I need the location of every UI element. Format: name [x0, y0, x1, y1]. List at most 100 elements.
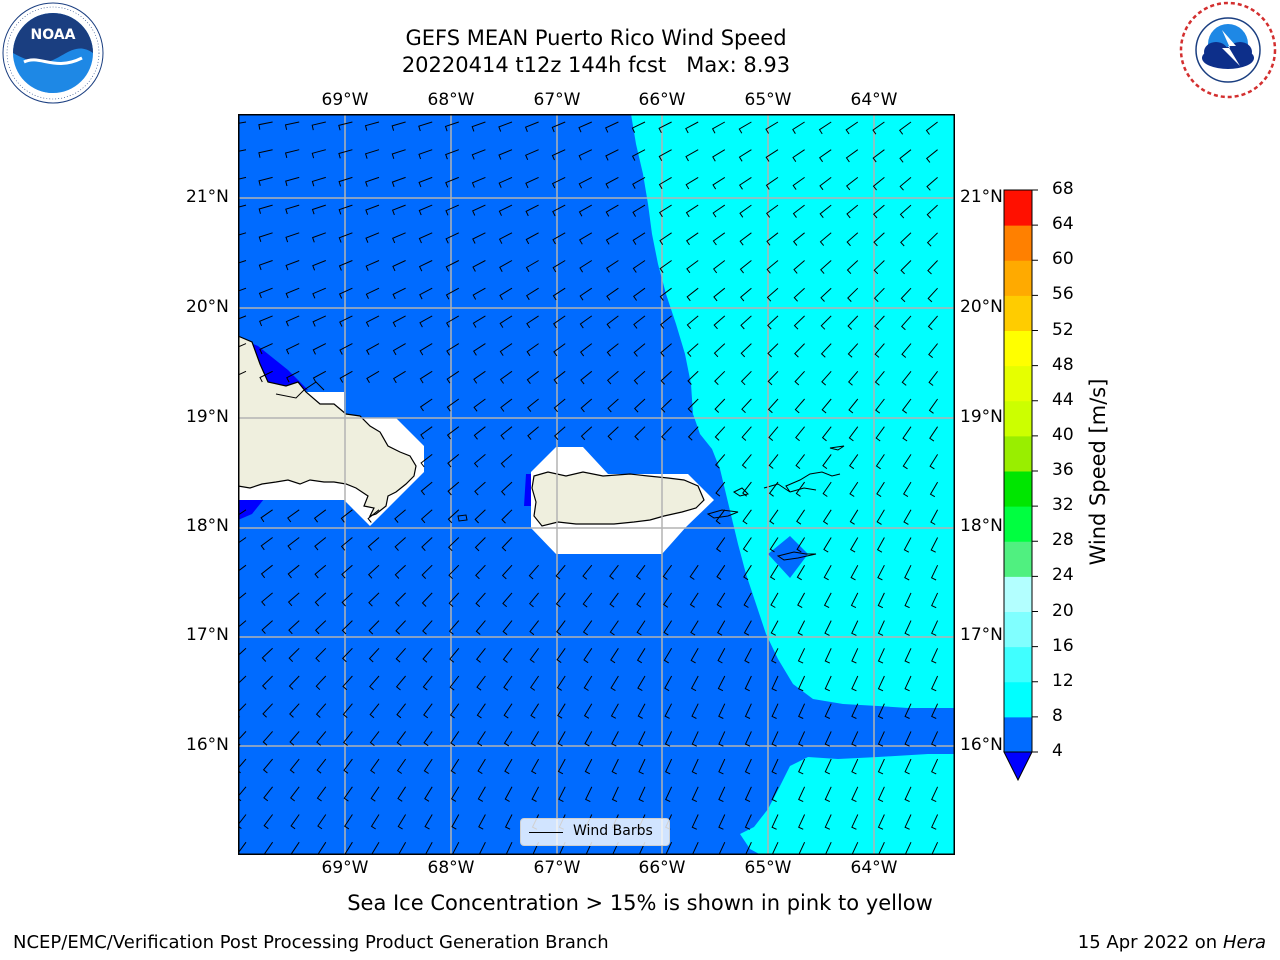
wind-barb — [339, 315, 353, 327]
wind-barb — [369, 675, 380, 691]
wind-barb — [792, 176, 805, 190]
colorbar-tick-label: 52 — [1052, 319, 1074, 340]
wind-barb — [582, 592, 593, 608]
wind-barb — [845, 121, 859, 135]
wind-barb — [261, 647, 273, 662]
wind-barb — [448, 564, 460, 580]
wind-barb — [687, 398, 699, 413]
wind-barb — [611, 731, 619, 747]
wind-barb — [555, 564, 566, 580]
wind-barb — [875, 426, 885, 442]
wind-barb — [741, 454, 752, 469]
wind-barb — [474, 509, 486, 524]
wind-barb — [792, 149, 805, 162]
wind-barb — [447, 481, 460, 496]
lat-label-right: 19°N — [960, 407, 1003, 427]
legend-label: Wind Barbs — [573, 823, 653, 839]
colorbar — [1000, 186, 1040, 786]
wind-barb — [664, 675, 673, 692]
wind-barb — [391, 176, 406, 187]
colorbar-segment — [1004, 260, 1032, 296]
colorbar-tick-label: 48 — [1052, 354, 1074, 375]
wind-barb — [824, 731, 832, 747]
wind-barb — [819, 232, 832, 246]
wind-barb — [877, 592, 885, 609]
wind-barb — [391, 204, 406, 216]
colorbar-segment — [1004, 611, 1032, 648]
wind-barb — [638, 758, 646, 775]
wind-barb — [475, 647, 486, 663]
wind-barb — [477, 731, 486, 747]
legend-box: Wind Barbs — [520, 818, 670, 846]
wind-barb — [366, 343, 380, 355]
wind-barb — [744, 786, 752, 803]
wind-barb — [391, 121, 406, 131]
wind-barb — [501, 509, 513, 524]
wind-barb — [768, 454, 779, 469]
wind-barb — [314, 592, 327, 607]
wind-barb — [551, 176, 566, 189]
wind-barb — [876, 481, 885, 498]
wind-barb — [289, 703, 300, 718]
wind-barb — [605, 176, 619, 189]
wind-barb — [392, 232, 406, 244]
wind-barb — [711, 121, 726, 134]
wind-barb — [712, 232, 726, 246]
wind-barb — [904, 703, 912, 719]
wind-barb — [687, 426, 699, 441]
wind-barb — [793, 315, 805, 330]
wind-barb — [848, 426, 859, 442]
wind-barb — [444, 121, 459, 132]
footer-host: Hera — [1222, 932, 1266, 953]
wind-barb — [421, 537, 433, 552]
wind-barb — [927, 260, 938, 275]
lat-label-left: 16°N — [186, 735, 229, 755]
wind-barb — [795, 481, 806, 497]
colorbar-segment — [1004, 541, 1032, 577]
wind-barb — [767, 398, 779, 414]
lat-label-right: 20°N — [960, 297, 1003, 317]
wind-barb — [525, 176, 539, 189]
lon-label-bottom: 64°W — [850, 858, 898, 878]
wind-barb — [660, 370, 672, 385]
wind-barb — [397, 814, 407, 830]
wind-barb — [926, 204, 938, 219]
wind-barb — [450, 731, 460, 747]
wind-barb — [286, 370, 300, 383]
wind-barb — [847, 315, 859, 330]
wind-barb — [583, 675, 593, 691]
wind-barb — [792, 232, 805, 246]
land-virgin-islands — [733, 445, 845, 497]
lon-label-top: 65°W — [744, 90, 792, 110]
wind-barb — [499, 370, 513, 384]
wind-barb — [311, 232, 326, 243]
wind-barb — [659, 287, 672, 301]
wind-barb — [446, 343, 460, 356]
wind-barb — [340, 537, 353, 551]
wind-barb — [445, 176, 459, 188]
land-st-croix — [776, 551, 817, 561]
wind-barb — [715, 481, 726, 497]
wind-barb — [686, 260, 699, 274]
wind-barb — [553, 370, 566, 385]
wind-barb — [531, 786, 540, 802]
wind-barb — [770, 592, 779, 608]
wind-barb — [739, 176, 752, 190]
wind-barb — [528, 564, 539, 580]
wind-barb — [418, 149, 433, 160]
wind-barb — [686, 287, 699, 302]
wind-barb — [504, 814, 513, 830]
wind-barb — [421, 592, 433, 607]
wind-barb — [557, 758, 566, 775]
wind-barb — [606, 343, 619, 357]
wind-barb — [263, 814, 273, 830]
wind-barb — [691, 786, 699, 803]
colorbar-tick-label: 28 — [1052, 530, 1074, 551]
wind-barb — [716, 564, 726, 581]
wind-barb — [877, 786, 885, 803]
wind-barb — [663, 620, 673, 636]
wind-barb — [931, 592, 939, 609]
wind-barb — [529, 620, 539, 636]
wind-barb — [659, 315, 672, 329]
colorbar-segment — [1004, 225, 1032, 261]
